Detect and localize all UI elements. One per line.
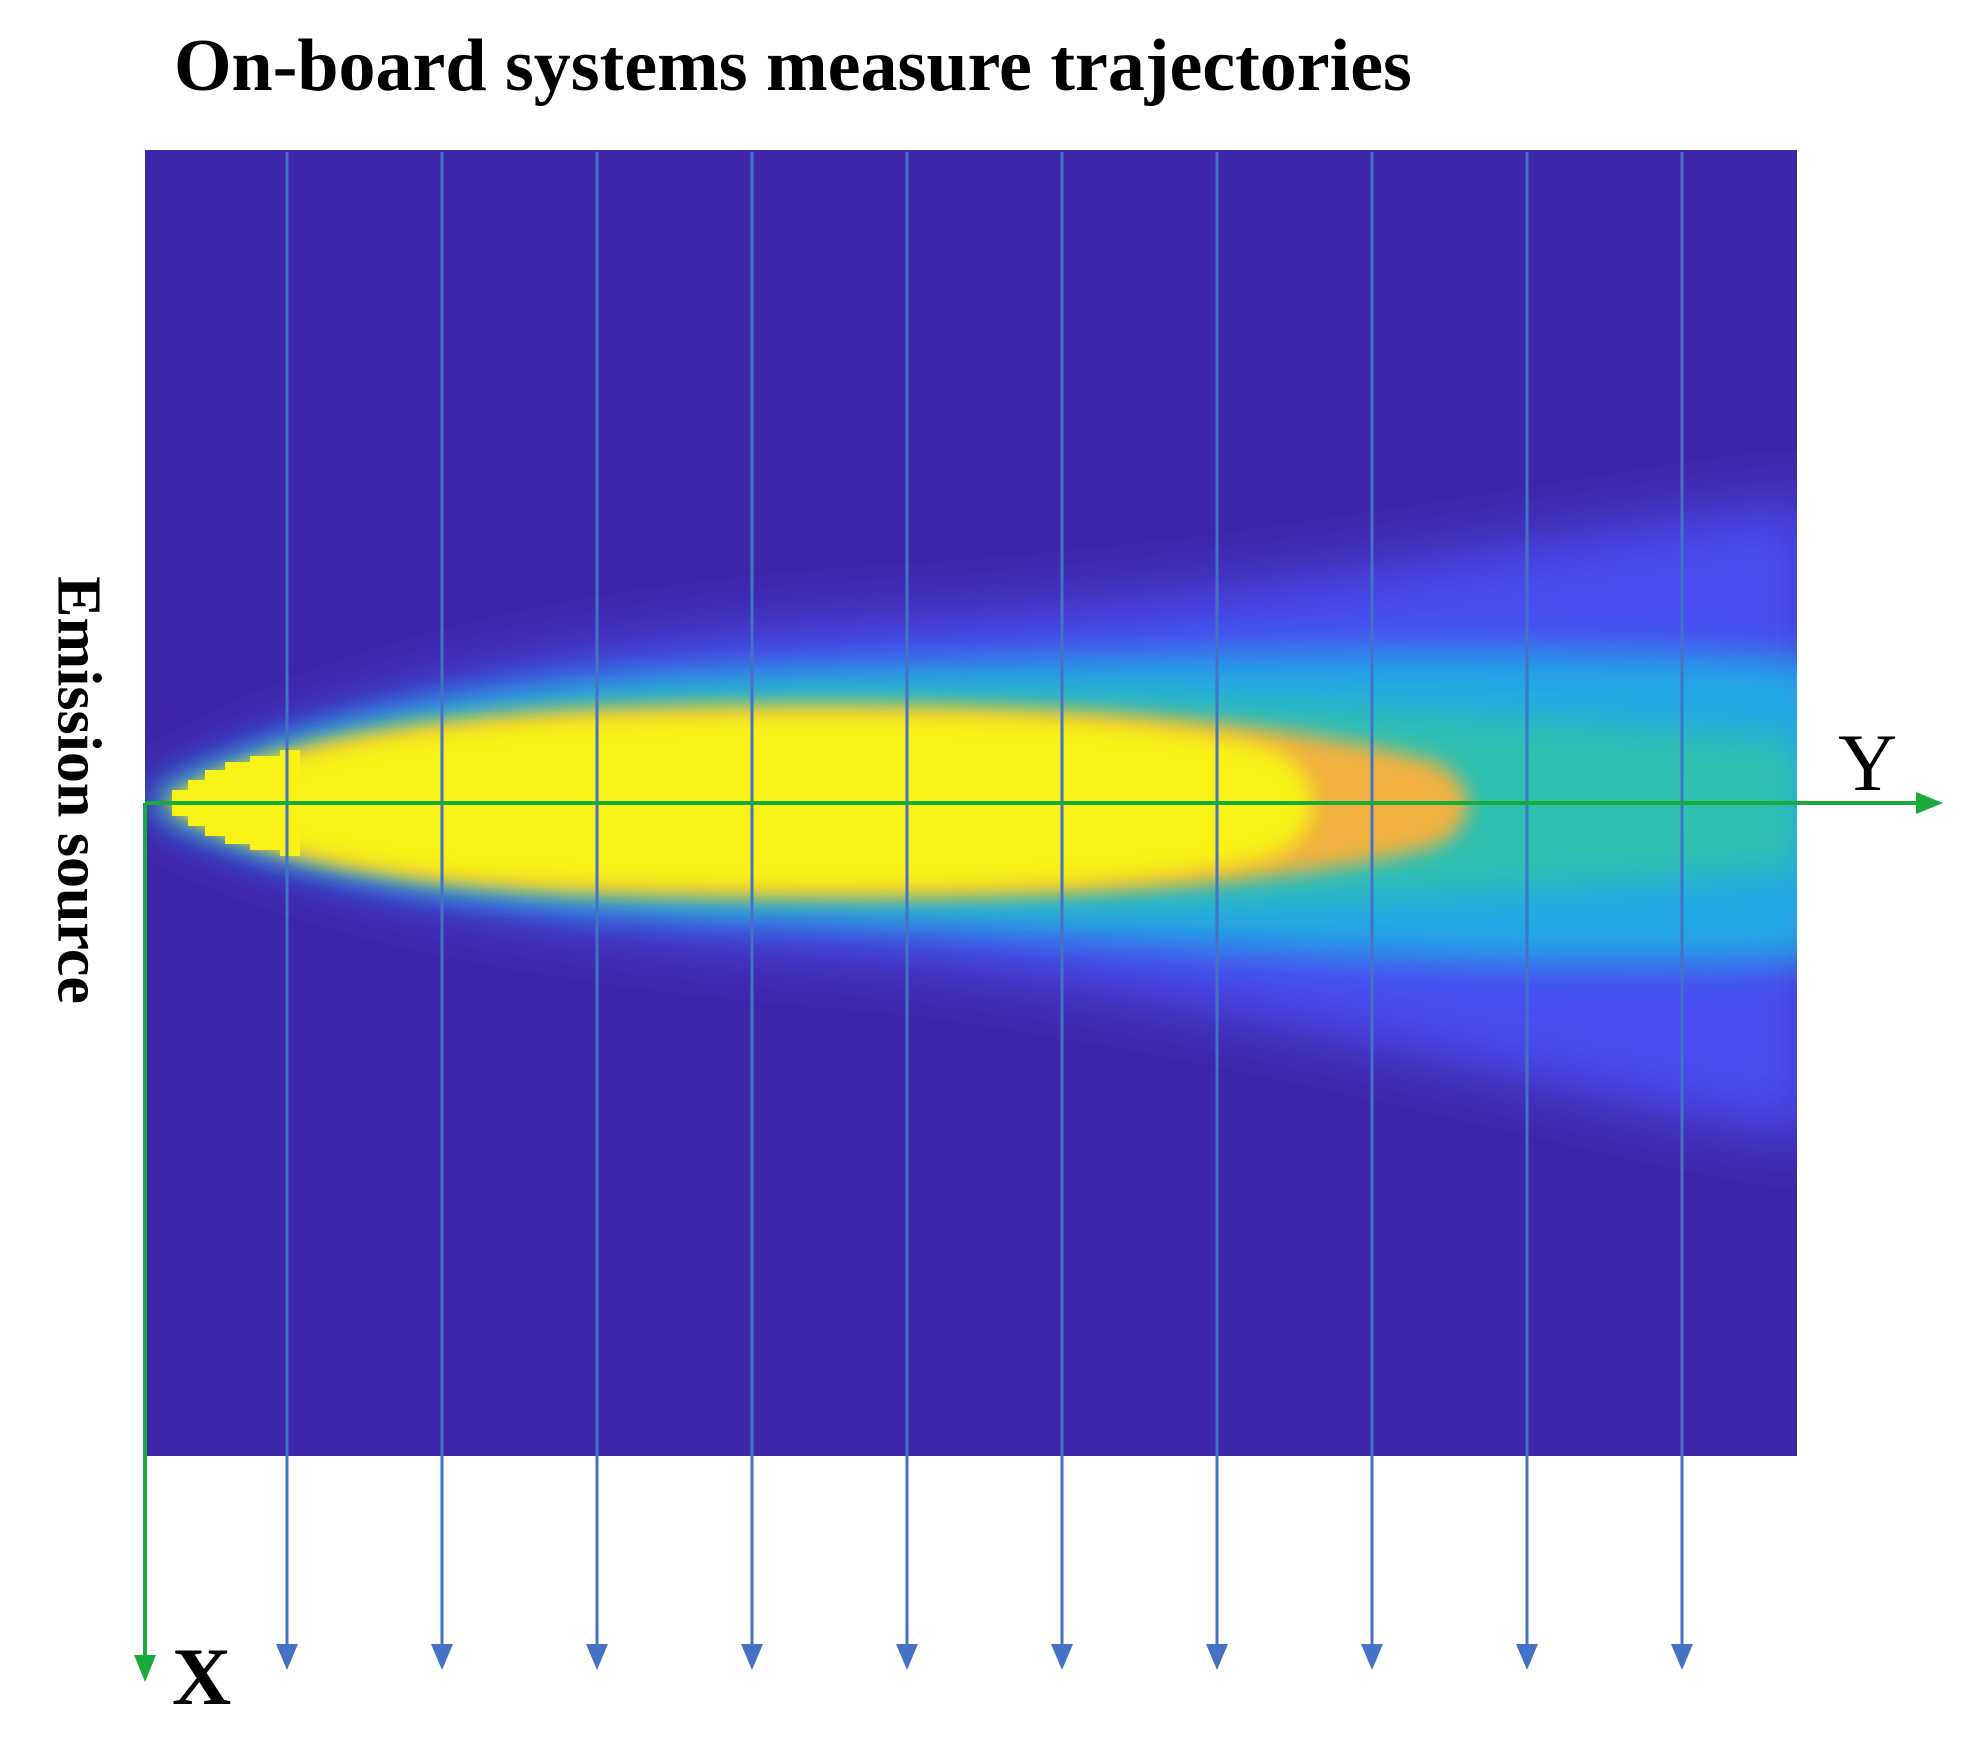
x-axis-label: X [172,1631,232,1722]
trajectory-arrowhead [431,1644,453,1670]
trajectory-arrow [431,152,453,1670]
measurement-trajectories [276,152,1693,1670]
trajectory-arrowhead [1361,1644,1383,1670]
figure-title: On-board systems measure trajectories [174,25,1412,107]
trajectory-arrowhead [896,1644,918,1670]
x-axis-arrowhead [134,1655,156,1682]
trajectory-arrow [1516,152,1538,1670]
trajectory-arrowhead [741,1644,763,1670]
emission-source-label: Emission source [44,576,113,1004]
trajectory-arrow [1361,152,1383,1670]
trajectory-arrowhead [1051,1644,1073,1670]
y-axis-arrowhead [1916,792,1943,814]
y-axis-label: Y [1838,717,1898,808]
trajectory-arrow [586,152,608,1670]
trajectory-arrow [1051,152,1073,1670]
trajectory-arrowhead [1516,1644,1538,1670]
trajectory-arrow [276,152,298,1670]
trajectory-arrow [1206,152,1228,1670]
coordinate-axes [134,792,1943,1682]
trajectory-arrow [741,152,763,1670]
trajectory-arrow [1671,152,1693,1670]
trajectory-arrow [896,152,918,1670]
trajectory-arrowhead [1206,1644,1228,1670]
trajectory-arrowhead [1671,1644,1693,1670]
trajectory-arrowhead [586,1644,608,1670]
trajectory-arrowhead [276,1644,298,1670]
